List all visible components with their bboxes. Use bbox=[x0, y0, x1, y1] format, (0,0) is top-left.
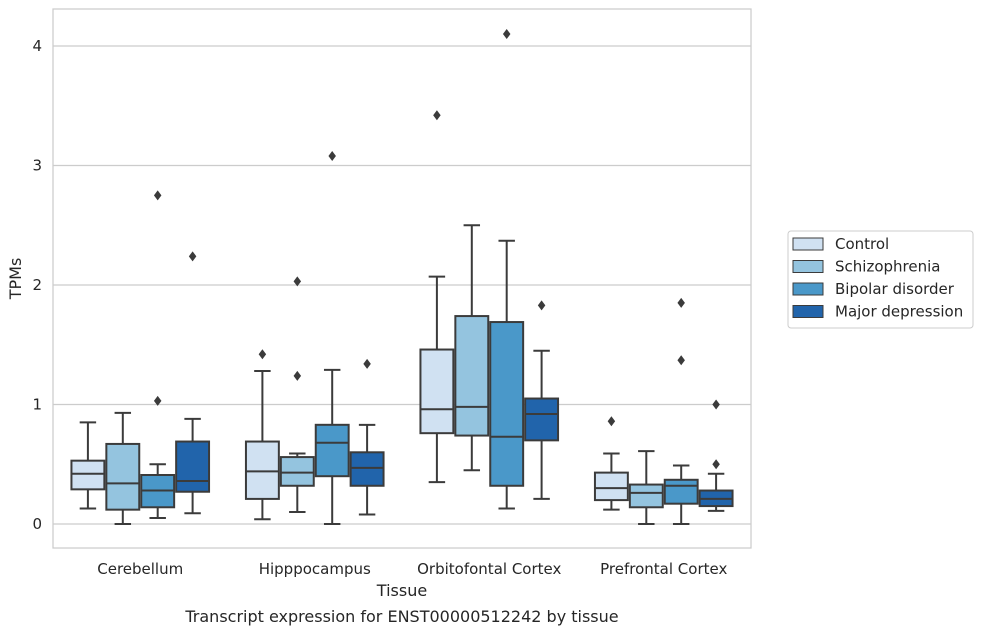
box-body bbox=[628, 483, 664, 509]
y-tick-labels: 0 1 2 3 4 bbox=[32, 37, 42, 533]
chart-caption: Transcript expression for ENST0000051224… bbox=[184, 607, 618, 626]
box-2-2 bbox=[489, 29, 525, 510]
box-body bbox=[489, 321, 525, 487]
box-1-3 bbox=[349, 358, 385, 516]
legend-entry: Control bbox=[835, 235, 889, 253]
legend-swatch bbox=[792, 237, 824, 251]
box-3-0 bbox=[593, 416, 629, 511]
outlier-point bbox=[712, 459, 720, 470]
box-body bbox=[244, 440, 280, 500]
box-body bbox=[175, 440, 211, 493]
y-tick-label: 3 bbox=[32, 157, 42, 175]
box-body bbox=[663, 478, 699, 505]
x-tick-label: Cerebellum bbox=[97, 560, 183, 578]
box-body bbox=[349, 451, 385, 487]
box-body bbox=[70, 459, 106, 491]
gridlines bbox=[53, 45, 751, 525]
outlier-point bbox=[502, 29, 511, 40]
outlier-point bbox=[188, 251, 197, 262]
box-3-2 bbox=[663, 297, 699, 525]
outlier-point bbox=[153, 190, 162, 201]
box-body bbox=[314, 423, 350, 478]
y-tick-label: 2 bbox=[32, 276, 42, 294]
box-body bbox=[524, 397, 560, 442]
box-0-0 bbox=[70, 421, 106, 510]
legend: Control Schizophrenia Bipolar disorder Majo… bbox=[787, 230, 974, 329]
box-1-1 bbox=[279, 276, 315, 514]
box-2-1 bbox=[454, 224, 490, 472]
y-tick-label: 0 bbox=[32, 515, 42, 533]
box-3-1 bbox=[628, 450, 664, 525]
legend-entry: Bipolar disorder bbox=[835, 280, 955, 298]
legend-entry: Schizophrenia bbox=[835, 258, 940, 276]
outlier-point bbox=[607, 416, 616, 427]
box-body bbox=[454, 315, 490, 437]
legend-swatch bbox=[792, 260, 824, 273]
y-tick-label: 1 bbox=[32, 396, 42, 414]
box-0-3 bbox=[175, 251, 211, 515]
x-axis-label: Tissue bbox=[376, 581, 427, 600]
box-body bbox=[105, 442, 141, 511]
outlier-point bbox=[677, 355, 685, 366]
legend-frame bbox=[787, 230, 974, 329]
outlier-point bbox=[363, 358, 371, 369]
legend-swatch bbox=[792, 305, 824, 318]
outlier-point bbox=[433, 110, 441, 121]
outlier-point bbox=[258, 349, 267, 360]
box-0-1 bbox=[105, 411, 141, 525]
outlier-point bbox=[328, 150, 336, 161]
outlier-point bbox=[153, 395, 162, 406]
x-tick-label: Hipppocampus bbox=[259, 560, 371, 578]
outlier-point bbox=[712, 399, 720, 410]
box-body bbox=[279, 456, 315, 487]
y-tick-label: 4 bbox=[32, 37, 42, 55]
box-body bbox=[419, 348, 455, 435]
x-tick-labels: Cerebellum Hipppocampus Orbitofontal Corte… bbox=[97, 560, 727, 578]
box-0-2 bbox=[140, 190, 176, 520]
outlier-point bbox=[537, 300, 546, 311]
box-1-2 bbox=[314, 150, 350, 525]
y-axis-label: TPMs bbox=[6, 258, 25, 301]
box-2-0 bbox=[419, 110, 455, 484]
x-tick-label: Prefrontal Cortex bbox=[600, 560, 727, 578]
plot-frame bbox=[52, 8, 752, 549]
outlier-point bbox=[293, 276, 302, 287]
legend-entry: Major depression bbox=[835, 303, 963, 321]
x-tick-label: Orbitofontal Cortex bbox=[417, 560, 561, 578]
box-3-3 bbox=[698, 399, 734, 512]
legend-swatch bbox=[792, 282, 824, 296]
box-2-3 bbox=[524, 300, 560, 500]
outlier-point bbox=[677, 297, 685, 308]
box-body bbox=[593, 471, 629, 502]
outlier-point bbox=[293, 370, 302, 381]
box-groups bbox=[70, 29, 734, 525]
box-1-0 bbox=[244, 349, 280, 521]
